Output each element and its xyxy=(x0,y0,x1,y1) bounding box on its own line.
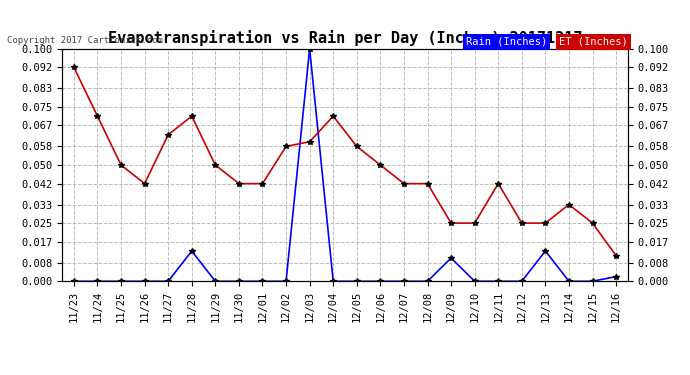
Text: Rain (Inches): Rain (Inches) xyxy=(466,37,547,47)
Title: Evapotranspiration vs Rain per Day (Inches) 20171217: Evapotranspiration vs Rain per Day (Inch… xyxy=(108,30,582,46)
Text: ET (Inches): ET (Inches) xyxy=(559,37,628,47)
Text: Copyright 2017 Cartronics.com: Copyright 2017 Cartronics.com xyxy=(7,36,163,45)
